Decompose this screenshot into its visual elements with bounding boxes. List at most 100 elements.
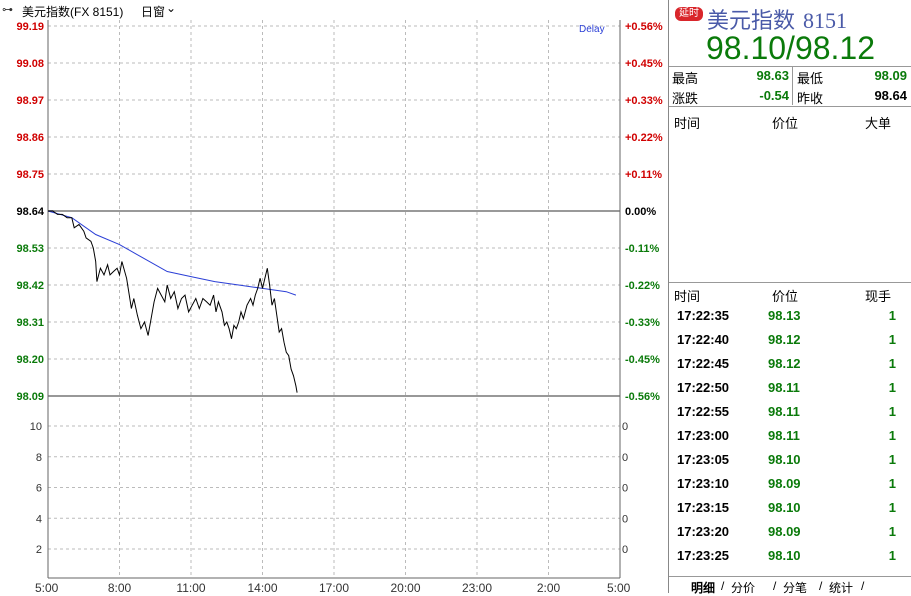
tab-tick[interactable]: 分笔 [783,581,808,595]
trade-row[interactable]: 17:22:50 98.11 1 [669,376,911,400]
trade-row[interactable]: 17:23:20 98.09 1 [669,520,911,544]
trade-price: 98.11 [768,380,800,395]
trade-time: 17:23:20 [677,524,730,539]
price-tick-label: 98.31 [16,317,44,329]
trade-qty: 1 [888,524,896,539]
tab-separator: / [721,579,725,593]
divider [669,106,911,107]
volume-tick-label-right: 0 [622,421,628,433]
percent-tick-label: -0.56% [625,391,660,403]
trade-row[interactable]: 17:23:10 98.09 1 [669,472,911,496]
trade-time: 17:22:50 [677,380,730,395]
intraday-chart[interactable]: Delay 99.19 +0.56% 99.08 +0.45% 98.97 +0.33% 9… [0,0,668,593]
percent-tick-label: -0.33% [625,317,660,329]
trade-price: 98.10 [768,500,801,515]
tab-statistics[interactable]: 统计 [829,581,854,595]
trade-time: 17:23:05 [677,452,730,467]
trade-qty: 1 [888,476,896,491]
divider [669,282,911,283]
volume-tick-label: 2 [36,544,42,556]
percent-tick-label: +0.22% [625,132,663,144]
quote-panel: 延时 美元指数 8151 98.10/98.12 最高 98.63 最低 98.0… [668,0,911,595]
panel-tabs: 明细 / 分价 / 分笔 / 统计 / [669,576,911,595]
trade-time: 17:23:25 [677,548,730,563]
trade-qty: 1 [888,428,896,443]
trade-header-qty: 现手 [865,289,892,304]
trade-price: 98.09 [768,476,801,491]
trade-row[interactable]: 17:23:15 98.10 1 [669,496,911,520]
average-price-line [47,210,297,296]
volume-tick-label-right: 0 [622,544,628,556]
trade-time: 17:22:45 [677,356,730,371]
trade-qty: 1 [888,452,896,467]
instrument-title: 美元指数 [707,8,796,33]
big-order-header-size: 大单 [865,116,892,131]
trade-qty: 1 [888,332,896,347]
trade-row[interactable]: 17:23:00 98.11 1 [669,424,911,448]
trade-qty: 1 [888,404,896,419]
price-tick-label: 98.09 [16,391,44,403]
percent-tick-label: +0.11% [625,169,662,181]
big-order-header-price: 价位 [772,116,799,131]
tab-price-distribution[interactable]: 分价 [731,581,756,595]
prev-close-label: 昨收 [797,91,824,106]
time-tick-label: 2:00 [537,581,561,593]
period-selector[interactable]: 日窗 [141,5,166,19]
trade-row[interactable]: 17:22:45 98.12 1 [669,352,911,376]
price-tick-label: 98.86 [16,132,44,144]
time-tick-label: 20:00 [390,581,420,593]
trade-price: 98.09 [768,524,801,539]
delay-badge: 延时 [675,7,703,21]
percent-tick-label: 0.00% [625,206,656,218]
trade-row[interactable]: 17:22:35 98.13 1 [669,304,911,328]
low-value: 98.09 [874,68,907,83]
percent-tick-label: -0.22% [625,280,660,292]
percent-tick-label: -0.11% [625,243,659,255]
trade-qty: 1 [888,548,896,563]
volume-tick-label-right: 0 [622,483,628,495]
trade-time: 17:22:35 [677,308,730,323]
trade-row[interactable]: 17:22:55 98.11 1 [669,400,911,424]
trade-time: 17:22:55 [677,404,730,419]
high-label: 最高 [672,71,699,86]
trade-row[interactable]: 17:23:05 98.10 1 [669,448,911,472]
time-tick-label: 5:00 [607,581,631,593]
percent-tick-label: +0.56% [625,21,663,33]
change-label: 涨跌 [672,91,699,106]
volume-tick-label: 4 [36,513,42,525]
trade-header-price: 价位 [772,289,799,304]
tab-separator: / [773,579,777,593]
instrument-name: 美元指数 8151 [707,3,847,35]
percent-tick-label: -0.45% [625,354,660,366]
trade-price: 98.13 [768,308,801,323]
time-tick-label: 14:00 [247,581,277,593]
trade-price: 98.10 [768,452,801,467]
trade-row[interactable]: 17:23:25 98.10 1 [669,544,911,568]
time-tick-label: 8:00 [108,581,132,593]
symbol-label: 美元指数(FX 8151) [22,5,124,19]
volume-tick-label: 10 [30,421,42,433]
percent-tick-label: +0.33% [625,95,663,107]
volume-tick-label: 8 [36,452,42,464]
chevron-down-icon[interactable]: ⌄ [166,1,177,15]
time-tick-label: 17:00 [319,581,349,593]
trade-qty: 1 [888,356,896,371]
price-tick-label: 99.08 [16,58,44,70]
time-tick-label: 23:00 [462,581,492,593]
link-icon[interactable]: ⊶ [2,4,13,16]
change-value: -0.54 [759,88,789,103]
price-tick-label: 98.64 [16,206,44,218]
trade-price: 98.11 [768,404,800,419]
price-tick-label: 98.97 [16,95,44,107]
trade-price: 98.12 [768,356,801,371]
volume-tick-label-right: 0 [622,452,628,464]
delay-label: Delay [579,24,605,35]
price-line [48,210,298,393]
instrument-code: 8151 [803,8,848,33]
percent-tick-label: +0.45% [625,58,663,70]
price-tick-label: 98.75 [16,169,44,181]
price-tick-label: 98.42 [16,280,44,292]
volume-tick-label: 6 [36,483,42,495]
trade-row[interactable]: 17:22:40 98.12 1 [669,328,911,352]
tab-detail[interactable]: 明细 [691,581,716,595]
